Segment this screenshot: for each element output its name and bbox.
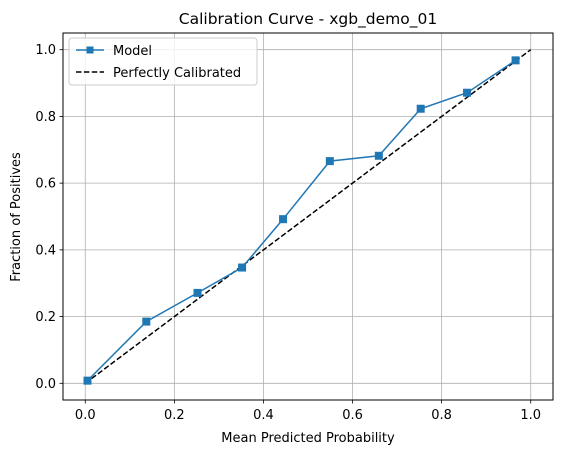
x-tick-label: 0.8: [431, 408, 452, 423]
x-axis-ticks: 0.0 0.2 0.4 0.6 0.8 1.0: [75, 400, 541, 423]
model-point: [238, 263, 247, 272]
model-point: [142, 317, 151, 326]
x-tick-label: 0.0: [75, 408, 96, 423]
y-axis-label: Fraction of Positives: [9, 152, 24, 282]
legend-model-label: Model: [113, 44, 152, 59]
x-tick-label: 0.6: [342, 408, 363, 423]
model-point: [374, 151, 383, 160]
perfect-calibration-line: [84, 49, 532, 384]
legend-reference-label: Perfectly Calibrated: [113, 66, 241, 81]
model-series: [83, 56, 520, 385]
model-point: [416, 104, 425, 113]
reference-series: [84, 49, 532, 384]
y-tick-label: 0.8: [35, 110, 56, 125]
x-tick-label: 0.4: [253, 408, 274, 423]
x-tick-label: 0.2: [164, 408, 185, 423]
model-point: [463, 88, 472, 97]
y-tick-label: 0.0: [35, 377, 56, 392]
y-tick-label: 0.4: [35, 243, 56, 258]
plot-frame: [62, 32, 554, 401]
y-tick-label: 0.2: [35, 310, 56, 325]
y-axis-ticks: 0.0 0.2 0.4 0.6 0.8 1.0: [35, 43, 63, 392]
x-tick-label: 1.0: [520, 408, 541, 423]
y-tick-label: 0.6: [35, 177, 56, 192]
chart-title: Calibration Curve - xgb_demo_01: [179, 10, 437, 29]
grid: [63, 33, 553, 400]
model-point: [279, 215, 288, 224]
model-point: [193, 288, 202, 297]
model-point: [325, 157, 334, 166]
x-axis-label: Mean Predicted Probability: [221, 431, 395, 446]
model-point: [511, 56, 520, 65]
model-point: [83, 376, 92, 385]
model-line: [86, 59, 516, 382]
legend-box: [68, 37, 258, 86]
legend-model-marker: [86, 46, 94, 54]
y-tick-label: 1.0: [35, 43, 56, 58]
legend: Model Perfectly Calibrated: [68, 37, 258, 86]
